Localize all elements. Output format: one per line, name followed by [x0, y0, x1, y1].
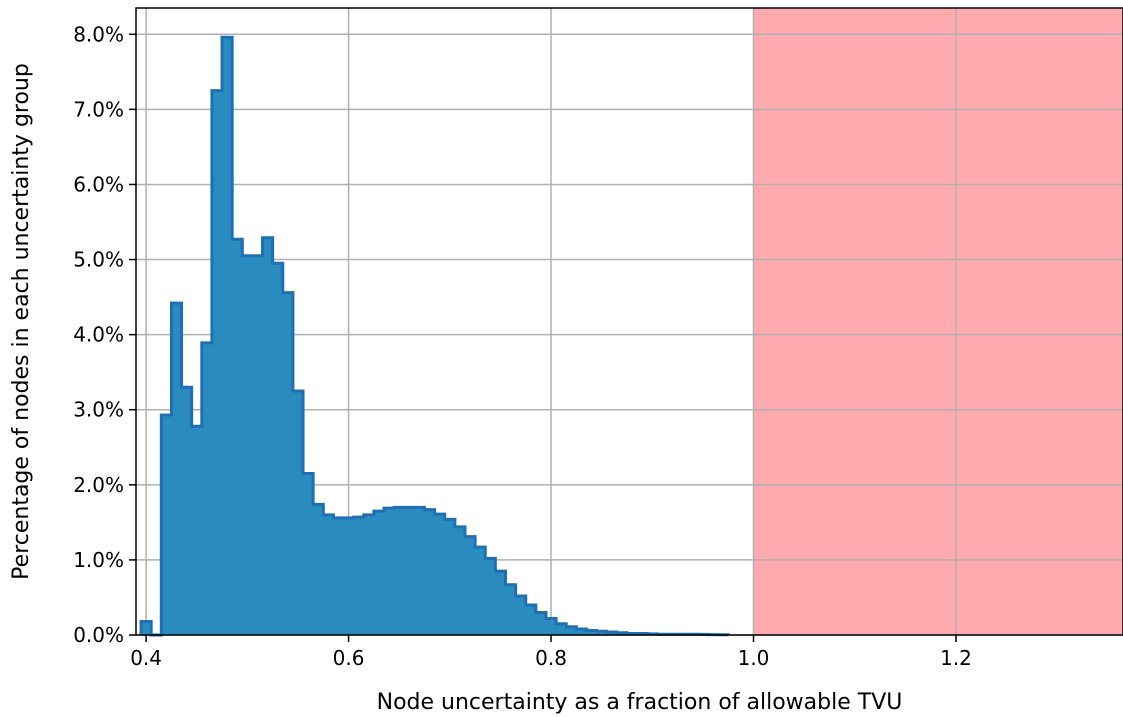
histogram-bar — [424, 509, 436, 635]
tick-layer: 0.4 0.6 0.8 1.0 1.2 0.0% 1.0% 2.0% 3.0% 4.0% 5.0% 6… — [73, 22, 972, 670]
histogram-bars — [139, 35, 730, 637]
y-tick-label: 6.0% — [73, 172, 124, 196]
shaded-region — [753, 8, 1123, 635]
y-tick-label: 3.0% — [73, 398, 124, 422]
histogram-bar — [586, 630, 598, 635]
histogram-bar — [515, 595, 527, 635]
histogram-bar — [525, 604, 537, 635]
histogram-bar — [485, 558, 496, 635]
histogram-bar — [444, 519, 456, 635]
histogram-bar — [596, 631, 608, 635]
y-tick-label: 8.0% — [73, 22, 124, 46]
y-tick-label: 2.0% — [73, 473, 124, 497]
histogram-bar — [141, 621, 152, 635]
histogram-bar — [323, 514, 334, 635]
histogram-bar — [161, 414, 173, 635]
x-tick-label: 0.8 — [535, 646, 567, 670]
y-axis-label: Percentage of nodes in each uncertainty … — [9, 63, 34, 580]
histogram-bar — [505, 584, 517, 635]
y-tick-label: 5.0% — [73, 248, 124, 272]
histogram-bar — [363, 514, 375, 635]
histogram-bar — [222, 37, 233, 635]
histogram-bar — [181, 387, 193, 635]
histogram-bar — [211, 90, 223, 635]
histogram-bar — [404, 507, 415, 635]
histogram-outline — [139, 35, 730, 637]
x-tick-label: 0.6 — [333, 646, 365, 670]
histogram-bar — [566, 626, 577, 635]
y-tick-label: 1.0% — [73, 548, 124, 572]
histogram-bar — [272, 263, 284, 635]
histogram-bar — [414, 507, 426, 635]
histogram-bar — [454, 526, 466, 635]
histogram-bar — [475, 547, 486, 635]
histogram-bar — [606, 631, 618, 635]
histogram-bar — [434, 514, 446, 635]
y-tick-label: 4.0% — [73, 323, 124, 347]
histogram-bar — [313, 504, 324, 635]
histogram-bar — [535, 612, 547, 635]
histogram-bar — [545, 618, 557, 635]
x-tick-label: 1.0 — [738, 646, 770, 670]
y-tick-label: 0.0% — [73, 623, 124, 647]
y-tick-label: 7.0% — [73, 97, 124, 121]
histogram-bar — [495, 571, 507, 635]
histogram-bar — [232, 239, 243, 635]
histogram-bar — [465, 536, 476, 635]
histogram-bar — [171, 303, 183, 635]
histogram-bar — [384, 508, 395, 635]
histogram-bar — [242, 255, 254, 636]
histogram-bar — [262, 237, 274, 636]
histogram-bar — [191, 426, 203, 635]
histogram-bar — [201, 342, 213, 635]
shaded-region-layer — [753, 8, 1123, 635]
histogram-bar — [292, 390, 304, 635]
plot-frame — [135, 7, 1123, 636]
x-axis-label: Node uncertainty as a fraction of allowa… — [377, 690, 903, 715]
histogram-bar — [353, 517, 365, 635]
histogram-bar — [303, 473, 314, 635]
histogram-bar — [394, 507, 405, 635]
histogram-bar — [282, 292, 294, 635]
histogram-bar — [576, 628, 588, 635]
x-tick-label: 1.2 — [940, 646, 972, 670]
histogram-bar — [252, 255, 264, 636]
histogram-bar — [373, 511, 385, 635]
x-tick-label: 0.4 — [130, 646, 162, 670]
histogram-bar — [556, 623, 567, 635]
histogram-bar — [343, 517, 355, 635]
histogram-bar — [333, 517, 345, 635]
